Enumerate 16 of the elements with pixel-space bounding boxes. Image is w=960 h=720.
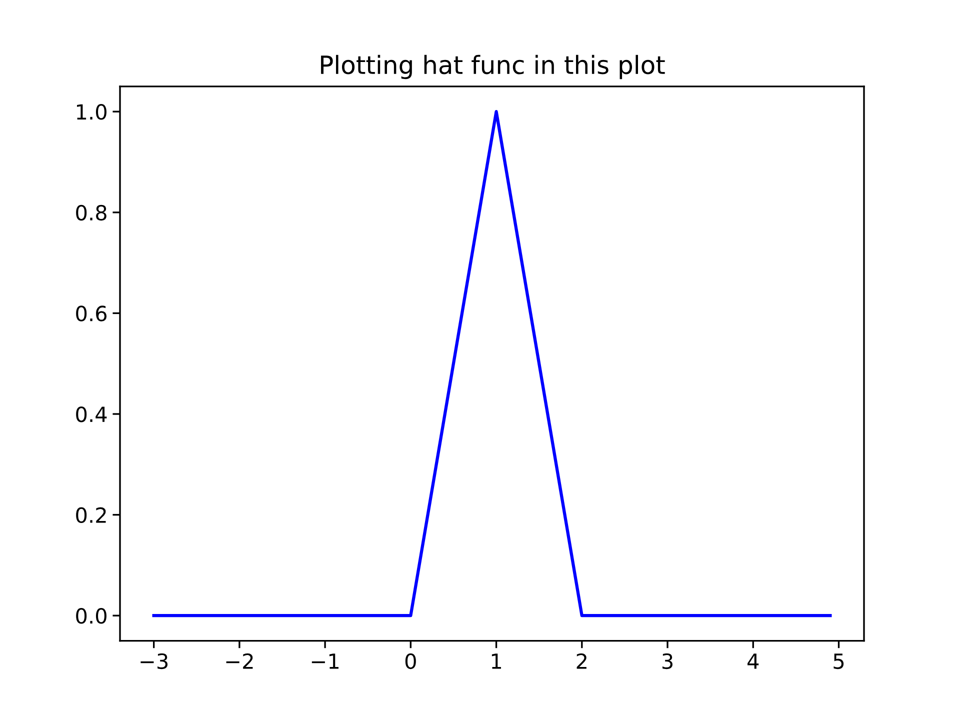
x-tick-label: −1	[312, 654, 338, 669]
x-tick-label: 4	[748, 654, 759, 669]
x-tick-label: 1	[492, 654, 501, 669]
y-tick-label: 0.0	[76, 608, 106, 624]
y-tick-label: 0.4	[76, 406, 107, 422]
y-tick-label: 0.6	[76, 306, 107, 322]
x-tick-label: 2	[576, 653, 586, 669]
y-tick-label: 0.2	[76, 507, 106, 524]
y-tick-label: 1.0	[77, 104, 106, 120]
x-tick-label: −3	[140, 653, 168, 670]
x-tick-label: 0	[405, 653, 416, 670]
x-tick-label: 3	[662, 653, 672, 670]
y-tick-label: 0.8	[76, 204, 106, 221]
x-tick-label: 5	[834, 654, 844, 670]
chart-title: Plotting hat func in this plot	[321, 54, 665, 80]
x-tick-label: −2	[226, 653, 253, 669]
